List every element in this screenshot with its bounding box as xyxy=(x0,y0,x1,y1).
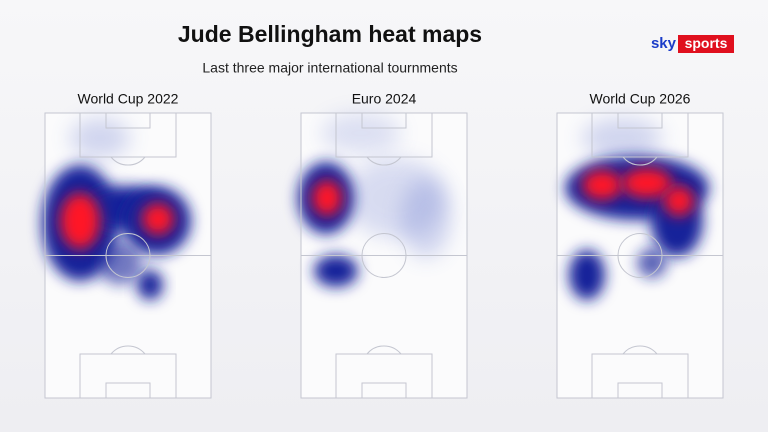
heat-blob xyxy=(142,203,174,235)
heat-map xyxy=(42,118,191,300)
penalty-arc xyxy=(110,156,146,166)
penalty-arc xyxy=(366,345,402,355)
pitch-lines xyxy=(556,112,724,399)
centre-circle xyxy=(105,233,151,278)
panel-label: World Cup 2026 xyxy=(590,91,691,107)
goal-box xyxy=(105,112,151,129)
centre-circle xyxy=(361,233,407,278)
logo-box xyxy=(678,35,734,53)
heat-blob xyxy=(70,118,130,158)
heat-blob xyxy=(137,270,163,300)
heat-blob xyxy=(401,178,451,258)
pitch-lines xyxy=(44,112,212,399)
heat-blob xyxy=(60,193,100,249)
heat-blob xyxy=(664,186,694,216)
heat-blob xyxy=(98,241,142,285)
heat-blob xyxy=(582,118,662,158)
heat-blob xyxy=(321,113,401,153)
penalty-arc xyxy=(366,156,402,166)
centre-circle xyxy=(617,233,663,278)
panel-label: World Cup 2022 xyxy=(78,91,179,107)
pitch-lines xyxy=(300,112,468,399)
panels: World Cup 2022 Euro 2024 World Cup 2026 xyxy=(42,91,724,399)
logo-brand: sky xyxy=(651,35,677,52)
subtitle: Last three major international tournment… xyxy=(202,60,457,76)
penalty-arc xyxy=(622,345,658,355)
goal-box xyxy=(617,382,663,399)
goal-box xyxy=(361,382,407,399)
heat-blob xyxy=(582,170,622,200)
penalty-arc xyxy=(110,345,146,355)
heat-map xyxy=(298,113,451,287)
goal-box xyxy=(617,112,663,129)
heat-blob xyxy=(312,180,342,216)
panel-label: Euro 2024 xyxy=(352,91,417,107)
logo-product: sports xyxy=(685,35,728,51)
penalty-arc xyxy=(622,156,658,166)
heat-blob xyxy=(314,255,358,287)
heat-blob xyxy=(569,250,605,300)
title: Jude Bellingham heat maps xyxy=(178,21,482,47)
goal-box xyxy=(361,112,407,129)
goal-box xyxy=(105,382,151,399)
heat-blob xyxy=(622,168,672,198)
